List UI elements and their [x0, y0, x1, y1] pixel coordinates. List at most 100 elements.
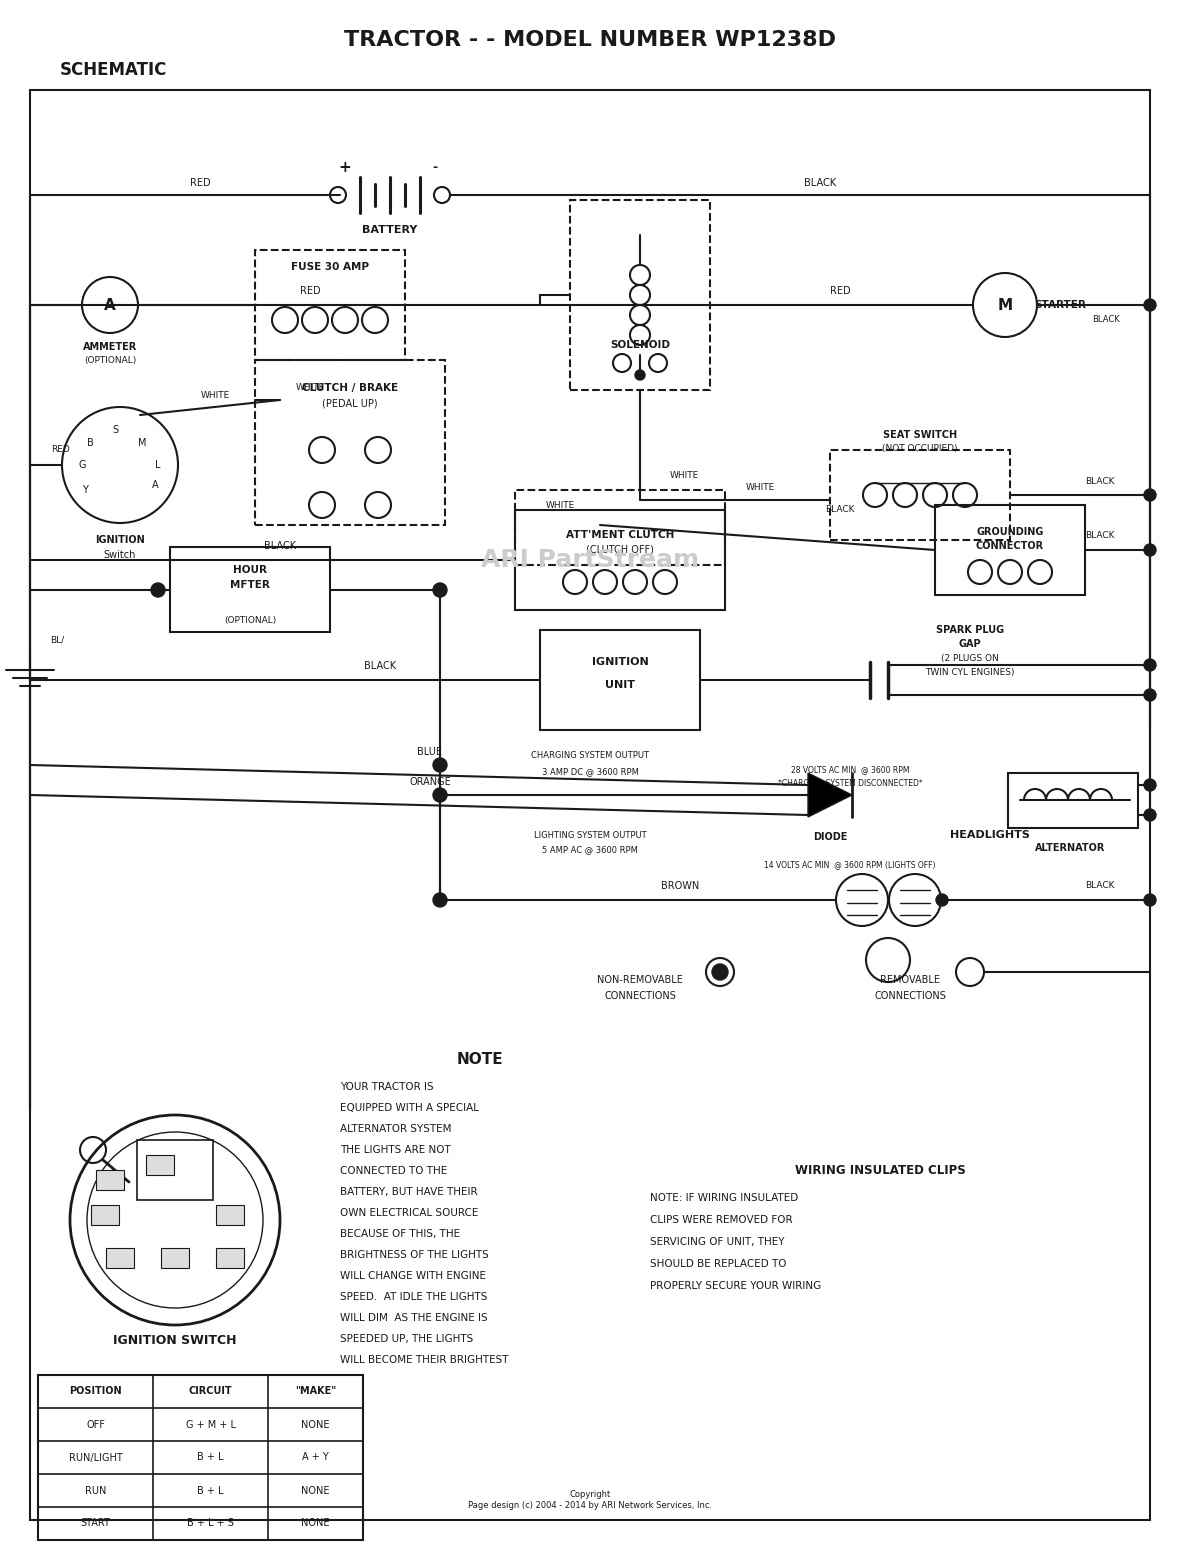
Text: G: G [105, 1175, 114, 1186]
Circle shape [1143, 894, 1156, 907]
Text: BLACK: BLACK [363, 660, 396, 671]
Text: HEADLIGHTS: HEADLIGHTS [950, 829, 1030, 840]
Bar [255, 360, 445, 525]
Text: EQUIPPED WITH A SPECIAL: EQUIPPED WITH A SPECIAL [340, 1104, 479, 1113]
Text: S: S [227, 1211, 234, 1220]
Text: BROWN: BROWN [661, 880, 699, 891]
Text: DIODE: DIODE [813, 832, 847, 842]
Text: SHOULD BE REPLACED TO: SHOULD BE REPLACED TO [650, 1259, 787, 1269]
Text: RUN: RUN [85, 1485, 106, 1496]
Text: WHITE: WHITE [670, 471, 700, 479]
Text: WIRING INSULATED CLIPS: WIRING INSULATED CLIPS [794, 1164, 965, 1176]
Text: SERVICING OF UNIT, THEY: SERVICING OF UNIT, THEY [650, 1237, 785, 1248]
Bar [91, 1204, 119, 1225]
Text: SCHEMATIC: SCHEMATIC [60, 60, 168, 79]
Text: WHITE: WHITE [295, 383, 324, 392]
Text: CONNECTED TO THE: CONNECTED TO THE [340, 1166, 447, 1176]
Text: CHARGING SYSTEM OUTPUT: CHARGING SYSTEM OUTPUT [531, 750, 649, 759]
Text: B + L + S: B + L + S [188, 1519, 234, 1528]
Text: 14 VOLTS AC MIN  @ 3600 RPM (LIGHTS OFF): 14 VOLTS AC MIN @ 3600 RPM (LIGHTS OFF) [765, 860, 936, 870]
Text: (CLUTCH OFF): (CLUTCH OFF) [586, 546, 654, 555]
Circle shape [1143, 780, 1156, 790]
Text: ATT'MENT CLUTCH: ATT'MENT CLUTCH [566, 530, 674, 539]
Text: RED: RED [300, 287, 320, 296]
Circle shape [433, 758, 447, 772]
Circle shape [433, 583, 447, 597]
Bar [137, 1139, 214, 1200]
Text: WHITE: WHITE [746, 482, 774, 491]
Text: SPARK PLUG: SPARK PLUG [936, 625, 1004, 636]
Text: RUN/LIGHT: RUN/LIGHT [68, 1452, 123, 1463]
Bar [96, 1170, 124, 1190]
Text: FUSE 30 AMP: FUSE 30 AMP [291, 262, 369, 271]
Bar [1008, 773, 1138, 828]
Text: (OPTIONAL): (OPTIONAL) [224, 615, 276, 625]
Text: SPEEDED UP, THE LIGHTS: SPEEDED UP, THE LIGHTS [340, 1335, 473, 1344]
Text: S: S [112, 425, 118, 436]
Text: L: L [156, 460, 160, 470]
Text: SPEED.  AT IDLE THE LIGHTS: SPEED. AT IDLE THE LIGHTS [340, 1293, 487, 1302]
Text: CONNECTIONS: CONNECTIONS [874, 990, 946, 1001]
Bar [935, 505, 1084, 595]
Text: B + L: B + L [197, 1452, 224, 1463]
Circle shape [433, 893, 447, 907]
Text: CLUTCH / BRAKE: CLUTCH / BRAKE [302, 383, 398, 394]
Text: BLACK: BLACK [1086, 476, 1115, 485]
Text: (NOT OCCUPIED): (NOT OCCUPIED) [883, 445, 958, 454]
Text: A: A [152, 480, 158, 490]
Text: B + L: B + L [197, 1485, 224, 1496]
Text: Switch: Switch [104, 550, 136, 560]
Text: G: G [78, 460, 86, 470]
Bar [830, 449, 1010, 539]
Text: ALTERNATOR SYSTEM: ALTERNATOR SYSTEM [340, 1124, 452, 1135]
Text: B: B [225, 1252, 234, 1263]
Bar [570, 200, 710, 391]
Text: OFF: OFF [86, 1420, 105, 1429]
Text: -: - [432, 161, 438, 174]
Bar [514, 510, 725, 611]
Text: NONE: NONE [301, 1485, 329, 1496]
Text: BLACK: BLACK [264, 541, 296, 550]
Text: REMOVABLE: REMOVABLE [880, 975, 940, 984]
Text: A: A [156, 1159, 164, 1170]
Circle shape [1143, 299, 1156, 312]
Text: WILL DIM  AS THE ENGINE IS: WILL DIM AS THE ENGINE IS [340, 1313, 487, 1324]
Text: 3 AMP DC @ 3600 RPM: 3 AMP DC @ 3600 RPM [542, 767, 638, 777]
Text: BATTERY: BATTERY [362, 225, 418, 236]
Bar [106, 1248, 135, 1268]
Text: SOLENOID: SOLENOID [610, 339, 670, 350]
Bar [216, 1248, 244, 1268]
Text: TWIN CYL ENGINES): TWIN CYL ENGINES) [925, 668, 1015, 676]
Text: MFTER: MFTER [230, 580, 270, 591]
Text: ALTERNATOR: ALTERNATOR [1035, 843, 1106, 852]
Text: (2 PLUGS ON: (2 PLUGS ON [942, 654, 999, 662]
Text: WILL CHANGE WITH ENGINE: WILL CHANGE WITH ENGINE [340, 1271, 486, 1280]
Text: YOUR TRACTOR IS: YOUR TRACTOR IS [340, 1082, 433, 1093]
Text: BL/: BL/ [50, 636, 64, 645]
Text: NOTE: NOTE [457, 1052, 504, 1068]
Text: +: + [339, 160, 352, 175]
Text: GROUNDING: GROUNDING [976, 527, 1043, 536]
Text: OWN ELECTRICAL SOURCE: OWN ELECTRICAL SOURCE [340, 1207, 478, 1218]
Text: PROPERLY SECURE YOUR WIRING: PROPERLY SECURE YOUR WIRING [650, 1280, 821, 1291]
Text: (PEDAL UP): (PEDAL UP) [322, 398, 378, 408]
Text: TRACTOR - - MODEL NUMBER WP1238D: TRACTOR - - MODEL NUMBER WP1238D [345, 29, 835, 50]
Circle shape [1143, 690, 1156, 701]
Text: M: M [114, 1252, 125, 1263]
Polygon shape [808, 773, 852, 817]
Text: RED: RED [190, 178, 210, 188]
Bar [216, 1204, 244, 1225]
Text: POSITION: POSITION [70, 1387, 122, 1397]
Bar [170, 547, 330, 632]
Text: Copyright
Page design (c) 2004 - 2014 by ARI Network Services, Inc.: Copyright Page design (c) 2004 - 2014 by… [468, 1490, 712, 1510]
Text: NONE: NONE [301, 1519, 329, 1528]
Text: A + Y: A + Y [302, 1452, 329, 1463]
Circle shape [712, 964, 728, 980]
Text: WILL BECOME THEIR BRIGHTEST: WILL BECOME THEIR BRIGHTEST [340, 1355, 509, 1366]
Text: BECAUSE OF THIS, THE: BECAUSE OF THIS, THE [340, 1229, 460, 1238]
Text: UNIT: UNIT [605, 680, 635, 690]
Text: Y: Y [101, 1211, 109, 1220]
Text: THE LIGHTS ARE NOT: THE LIGHTS ARE NOT [340, 1145, 451, 1155]
Text: NONE: NONE [301, 1420, 329, 1429]
Text: ORANGE: ORANGE [409, 777, 451, 787]
